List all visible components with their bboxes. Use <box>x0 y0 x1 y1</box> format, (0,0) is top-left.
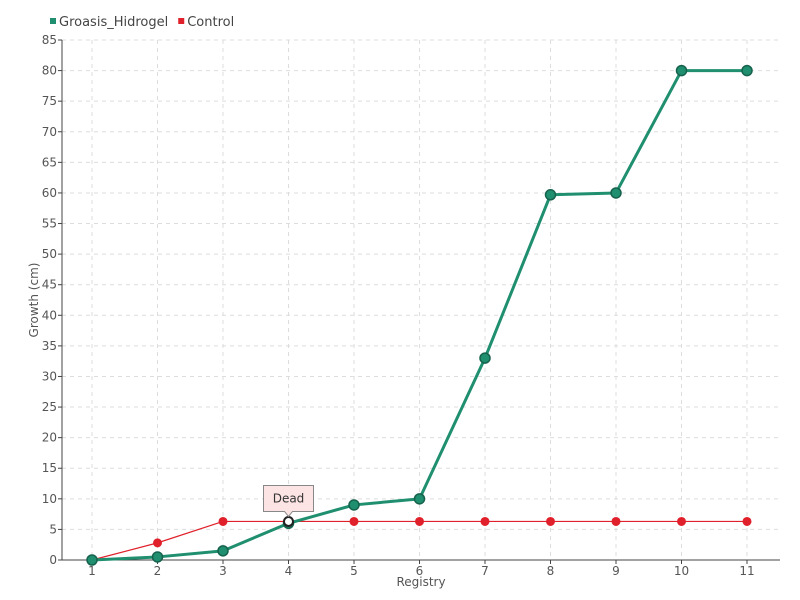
grid <box>62 39 780 560</box>
x-tick-label: 6 <box>416 564 424 578</box>
y-tick-label: 65 <box>42 155 57 169</box>
data-point[interactable] <box>153 538 162 548</box>
legend-item[interactable]: Control <box>178 15 234 30</box>
data-point[interactable] <box>217 545 229 557</box>
data-point[interactable] <box>349 516 359 526</box>
y-tick-label: 10 <box>42 492 57 506</box>
y-tick-label: 15 <box>42 461 57 475</box>
x-axis-title: Registry <box>396 575 445 589</box>
data-point[interactable] <box>218 516 228 526</box>
data-point[interactable] <box>348 499 360 511</box>
y-tick-label: 55 <box>42 217 57 231</box>
data-point[interactable] <box>480 516 490 526</box>
data-point[interactable] <box>610 187 622 199</box>
axes <box>58 39 780 564</box>
legend: Groasis_Hidrogel Control <box>50 15 234 30</box>
annotations: Dead <box>263 484 314 527</box>
y-tick-label: 30 <box>42 369 57 383</box>
x-tick-label: 5 <box>350 564 358 578</box>
data-point[interactable] <box>677 516 686 526</box>
legend-label: Control <box>187 15 234 30</box>
y-tick-label: 75 <box>42 94 57 108</box>
data-point[interactable] <box>544 189 557 201</box>
y-tick-label: 35 <box>42 339 57 353</box>
y-tick-label: 5 <box>49 522 57 536</box>
data-point[interactable] <box>86 554 98 566</box>
x-tick-label: 4 <box>285 564 293 578</box>
x-tick-label: 11 <box>739 564 754 578</box>
annotation-marker <box>283 515 294 527</box>
data-point[interactable] <box>546 516 555 526</box>
y-tick-label: 60 <box>42 186 57 200</box>
y-tick-label: 70 <box>42 125 57 139</box>
annotation-label: Dead <box>273 491 305 505</box>
y-tick-label: 85 <box>42 33 57 47</box>
data-point[interactable] <box>479 352 491 364</box>
x-tick-label: 3 <box>219 564 227 578</box>
y-axis-title: Growth (cm) <box>27 263 41 338</box>
series-control <box>87 516 752 565</box>
annotation-callout: Dead <box>263 484 314 527</box>
data-point[interactable] <box>741 64 753 77</box>
y-tick-label: 50 <box>42 247 57 261</box>
y-tick-label: 40 <box>42 308 57 322</box>
x-tick-label: 7 <box>481 564 489 578</box>
data-point[interactable] <box>413 493 426 505</box>
x-tick-label: 8 <box>547 564 555 578</box>
x-tick-label: 2 <box>154 564 162 578</box>
data-point[interactable] <box>415 516 424 526</box>
y-tick-label: 20 <box>42 431 57 445</box>
y-tick-label: 45 <box>42 278 57 292</box>
data-point[interactable] <box>742 516 752 526</box>
legend-swatch <box>178 18 185 24</box>
data-point[interactable] <box>611 516 621 526</box>
x-tick-label: 10 <box>674 564 689 578</box>
y-tick-label: 80 <box>42 64 57 78</box>
data-point[interactable] <box>151 551 164 563</box>
annotation-box <box>263 484 314 518</box>
data-point[interactable] <box>675 64 688 77</box>
y-tick-label: 25 <box>42 400 57 414</box>
x-tick-label: 9 <box>612 564 620 578</box>
y-tick-label: 0 <box>49 553 57 567</box>
x-tick-label: 1 <box>88 564 96 578</box>
legend-label: Groasis_Hidrogel <box>59 15 168 30</box>
legend-swatch <box>50 18 56 24</box>
legend-item[interactable]: Groasis_Hidrogel <box>50 15 168 30</box>
